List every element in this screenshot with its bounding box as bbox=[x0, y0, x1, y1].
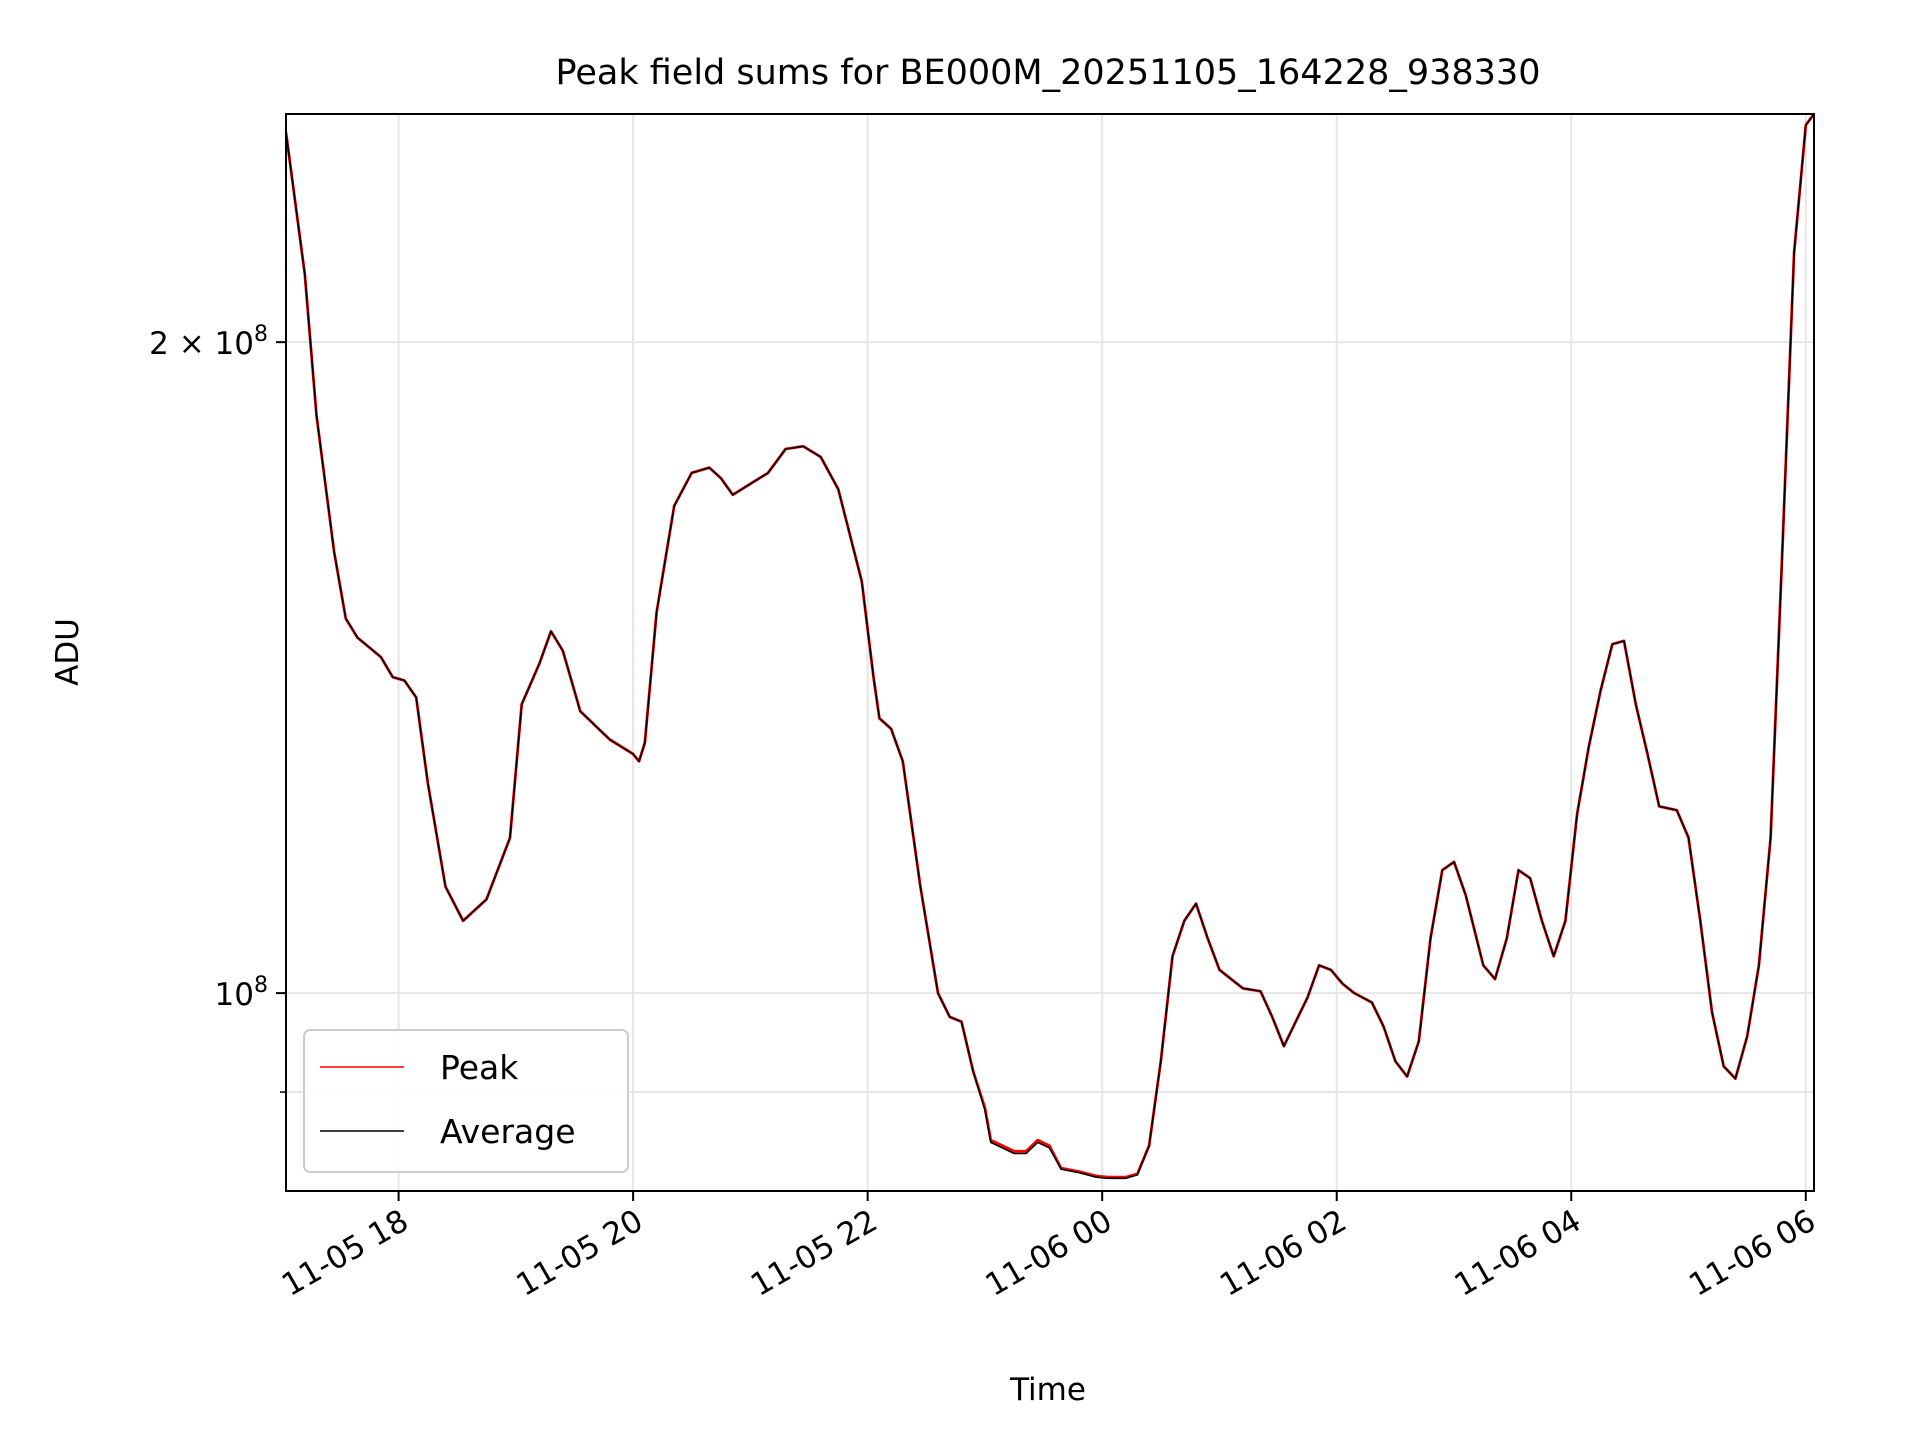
legend-average-label: Average bbox=[440, 1112, 576, 1151]
grid bbox=[286, 114, 1814, 1191]
legend-peak-label: Peak bbox=[440, 1048, 519, 1087]
y-tick-label: 2 × 108 bbox=[149, 322, 268, 362]
legend-box bbox=[303, 1029, 629, 1173]
y-tick-label: 108 bbox=[215, 973, 268, 1013]
plot-frame bbox=[285, 113, 1815, 1192]
series-line-average bbox=[286, 114, 1814, 1180]
y-axis-label: ADU bbox=[50, 618, 86, 686]
series-layer bbox=[286, 114, 1814, 1180]
chart-title: Peak field sums for BE000M_20251105_1642… bbox=[556, 53, 1541, 93]
y-axis-ticks: 108 2 × 108 bbox=[149, 322, 286, 1093]
x-axis-label: Time bbox=[1009, 1372, 1086, 1408]
legend: Peak Average bbox=[303, 1029, 629, 1173]
